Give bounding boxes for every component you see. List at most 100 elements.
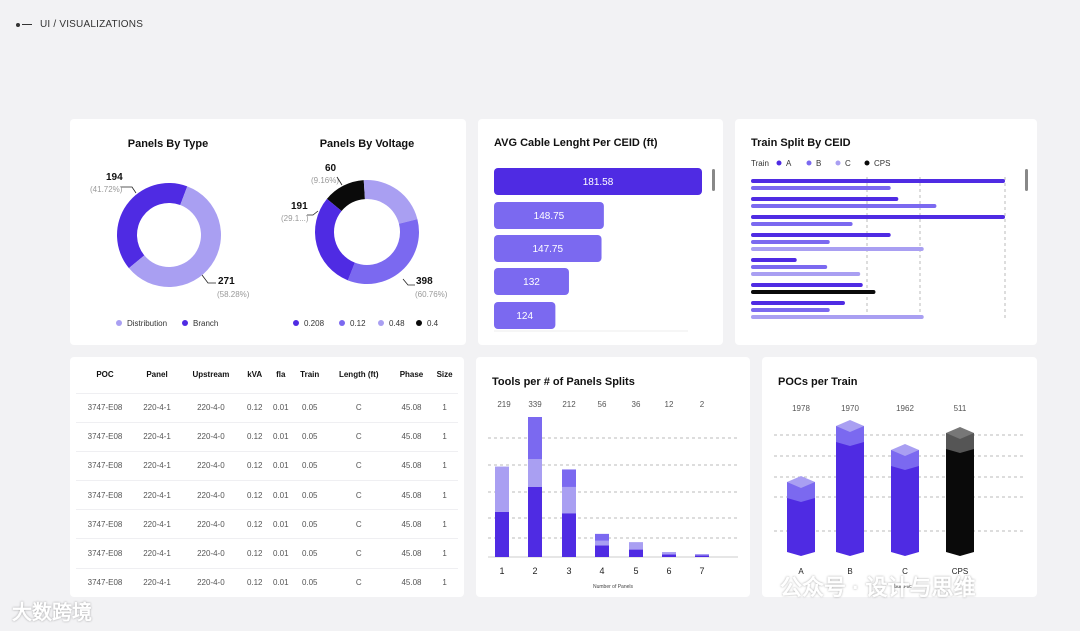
tools-bar-2-2	[562, 469, 576, 487]
cable-bar-2	[494, 235, 602, 262]
avg-cable-chart: 181.58 148.75 147.75 132 124	[494, 168, 715, 332]
tools-total-1: 339	[528, 400, 542, 409]
poc-table: POC Panel Upstream kVA fla Train Length (ft) Ph…	[76, 357, 458, 597]
tools-bar-6-1	[695, 554, 709, 556]
pocs-value-2: 1962	[896, 404, 914, 413]
table-row[interactable]: 3747-E08 220-4-1 220-4-0 0.12 0.01 0.05 C 45.08…	[76, 421, 458, 452]
table-cell: 0.12	[241, 538, 268, 569]
donut1-label-distribution-pct: (58.28%)	[217, 290, 250, 299]
pocs-value-3: 511	[954, 404, 967, 413]
table-cell: 220-4-0	[180, 450, 242, 481]
pocs-bar-band-2	[891, 450, 919, 470]
table-row[interactable]: 3747-E08 220-4-1 220-4-0 0.12 0.01 0.05 C 45.08…	[76, 509, 458, 539]
table-row[interactable]: 3747-E08 220-4-1 220-4-0 0.12 0.01 0.05 C 45.08…	[76, 567, 458, 597]
donut-charts: Panels By Type 194 (41.72%) 271 (58.28%) Dist…	[90, 138, 448, 328]
pocs-category-1: B	[847, 567, 852, 576]
tools-category-4: 5	[633, 566, 638, 576]
tools-xlabel: Number of Panels	[593, 584, 634, 590]
table-header-5[interactable]: Train	[300, 370, 320, 380]
tools-category-1: 2	[532, 566, 537, 576]
table-header-7[interactable]: Phase	[399, 370, 424, 380]
table-cell: 0.12	[241, 480, 268, 510]
table-cell: 220-4-0	[180, 392, 242, 423]
table-cell: 45.08	[391, 450, 432, 481]
table-cell: 0.01	[267, 450, 294, 481]
donut2-leader-0-4	[336, 176, 343, 186]
cable-bar-0	[494, 168, 702, 195]
pocs-xlabel: build-sc	[894, 584, 912, 590]
panels-donut-card: Panels By Type 194 (41.72%) 271 (58.28%) Dist…	[70, 119, 466, 345]
tools-bar-2-1	[562, 486, 576, 514]
tools-bar-3-0	[595, 545, 609, 557]
pocs-train-title: POCs per Train	[778, 376, 858, 388]
table-header-6[interactable]: Length (ft)	[338, 370, 379, 380]
avg-cable-title: AVG Cable Lenght Per CEID (ft)	[494, 137, 658, 149]
tools-splits-title: Tools per # of Panels Splits	[492, 376, 635, 388]
table-cell: 3747-E08	[76, 538, 134, 569]
breadcrumb-line-icon	[22, 24, 32, 25]
pocs-bar-body-0	[787, 482, 815, 556]
table-cell: 220-4-1	[133, 480, 181, 510]
donut2-label-0-12-pct: (60.76%)	[415, 290, 448, 299]
breadcrumb-label: UI / VISUALIZATIONS	[40, 19, 144, 30]
table-header-8[interactable]: Size	[436, 370, 453, 380]
tools-total-4: 36	[632, 400, 641, 409]
tools-bar-5-0	[662, 554, 676, 557]
train-bar-4-1	[751, 265, 828, 269]
table-header-2[interactable]: Upstream	[192, 370, 230, 380]
pocs-category-2: C	[902, 567, 908, 576]
table-header-1[interactable]: Panel	[146, 370, 168, 380]
table-cell: 220-4-0	[180, 509, 242, 539]
pocs-bar-band-0	[787, 482, 815, 502]
donut2-legend-dot-0	[293, 320, 299, 326]
donut1-label-distribution-value: 271	[218, 276, 235, 287]
table-cell: 3747-E08	[76, 509, 134, 539]
tools-splits-card: Tools per # of Panels Splits 219 1 339 2 212…	[476, 357, 750, 597]
pocs-bar-band-3	[946, 433, 974, 453]
train-split-chart: Train A B C CPS	[751, 159, 1028, 319]
donut2-legend-0: 0.208	[304, 319, 325, 328]
pocs-value-1: 1970	[841, 404, 859, 413]
table-row[interactable]: 3747-E08 220-4-1 220-4-0 0.12 0.01 0.05 C 45.08…	[76, 392, 458, 423]
train-bar-0-0	[751, 179, 1005, 183]
table-cell: C	[325, 567, 392, 597]
table-row[interactable]: 3747-E08 220-4-1 220-4-0 0.12 0.01 0.05 C 45.08…	[76, 480, 458, 510]
pocs-category-3: CPS	[952, 567, 968, 576]
table-cell: 3747-E08	[76, 567, 134, 597]
cable-bar-label-2: 147.75	[532, 244, 563, 255]
pocs-bar-body-2	[891, 450, 919, 556]
table-cell: C	[325, 421, 392, 452]
donut2-legend-dot-3	[416, 320, 422, 326]
table-cell: 45.08	[391, 567, 432, 597]
table-header-4[interactable]: fla	[276, 370, 286, 380]
table-cell: 45.08	[391, 421, 432, 452]
pocs-train-chart: 1978 A 1970 B 1962 C 511 CPS build-sc	[774, 404, 1024, 590]
watermark-left: 大数跨境	[12, 602, 92, 624]
table-cell: 1	[431, 538, 458, 569]
table-header-3[interactable]: kVA	[247, 370, 263, 380]
pocs-bar-body-1	[836, 426, 864, 556]
table-cell: 1	[431, 421, 458, 452]
tools-category-3: 4	[599, 566, 604, 576]
train-legend-dot-2	[835, 160, 841, 166]
breadcrumb-dot-icon	[16, 22, 20, 27]
train-bar-6-1	[751, 308, 830, 312]
table-row[interactable]: 3747-E08 220-4-1 220-4-0 0.12 0.01 0.05 C 45.08…	[76, 450, 458, 481]
cable-bar-label-0: 181.58	[583, 177, 614, 188]
donut2-leader-0-12	[402, 278, 415, 286]
breadcrumb[interactable]: UI / VISUALIZATIONS	[16, 19, 143, 30]
train-bar-5-3	[751, 290, 876, 294]
donut1-label-branch-pct: (41.72%)	[90, 185, 123, 194]
table-row[interactable]: 3747-E08 220-4-1 220-4-0 0.12 0.01 0.05 C 45.08…	[76, 538, 458, 569]
tools-bar-0-1	[495, 466, 509, 512]
train-legend-3: CPS	[874, 159, 890, 168]
table-cell: 220-4-0	[180, 538, 242, 569]
table-cell: 0.05	[293, 421, 326, 452]
table-cell: 0.01	[267, 480, 294, 510]
cable-bar-label-3: 132	[523, 277, 540, 288]
table-cell: 0.01	[267, 567, 294, 597]
pocs-bar-cap-1	[836, 420, 864, 432]
donut1-legend-distribution: Distribution	[127, 319, 167, 328]
table-cell: 0.05	[293, 480, 326, 510]
table-header-0[interactable]: POC	[96, 370, 114, 380]
